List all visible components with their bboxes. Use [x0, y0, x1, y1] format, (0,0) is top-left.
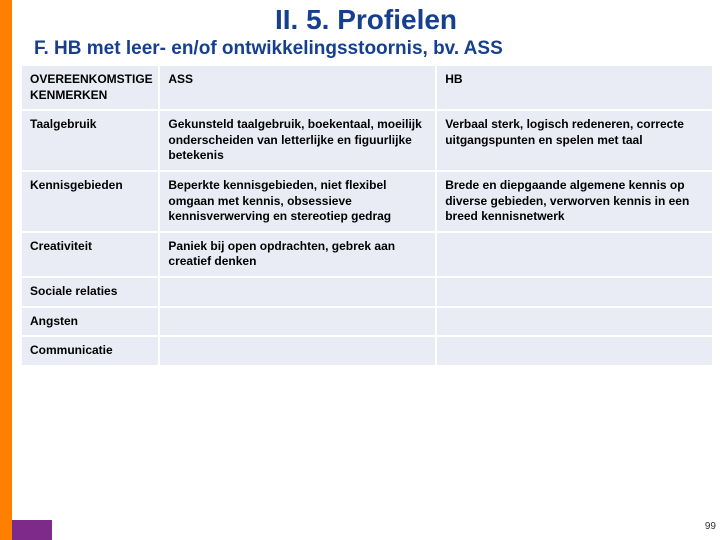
row-label: Taalgebruik [21, 110, 159, 171]
cell-ass: Beperkte kennisgebieden, niet flexibel o… [159, 171, 436, 232]
accent-block [12, 520, 52, 540]
cell-hb [436, 277, 713, 307]
table-row: Creativiteit Paniek bij open opdrachten,… [21, 232, 713, 277]
cell-ass: Paniek bij open opdrachten, gebrek aan c… [159, 232, 436, 277]
cell-hb: Brede en diepgaande algemene kennis op d… [436, 171, 713, 232]
cell-ass [159, 277, 436, 307]
comparison-table: OVEREENKOMSTIGE KENMERKEN ASS HB Taalgeb… [20, 64, 714, 367]
table-header-row: OVEREENKOMSTIGE KENMERKEN ASS HB [21, 65, 713, 110]
row-label: Creativiteit [21, 232, 159, 277]
col-header-hb: HB [436, 65, 713, 110]
table-row: Sociale relaties [21, 277, 713, 307]
cell-hb [436, 307, 713, 337]
col-header-ass: ASS [159, 65, 436, 110]
row-label: Communicatie [21, 336, 159, 366]
page-number: 99 [705, 521, 716, 532]
cell-hb: Verbaal sterk, logisch redeneren, correc… [436, 110, 713, 171]
table-row: Kennisgebieden Beperkte kennisgebieden, … [21, 171, 713, 232]
cell-hb [436, 232, 713, 277]
table-row: Communicatie [21, 336, 713, 366]
slide-content: II. 5. Profielen F. HB met leer- en/of o… [12, 0, 720, 367]
col-header-kenmerken: OVEREENKOMSTIGE KENMERKEN [21, 65, 159, 110]
cell-ass [159, 336, 436, 366]
table-row: Taalgebruik Gekunsteld taalgebruik, boek… [21, 110, 713, 171]
row-label: Kennisgebieden [21, 171, 159, 232]
cell-ass [159, 307, 436, 337]
row-label: Angsten [21, 307, 159, 337]
row-label: Sociale relaties [21, 277, 159, 307]
cell-ass: Gekunsteld taalgebruik, boekentaal, moei… [159, 110, 436, 171]
sidebar-accent [0, 0, 12, 540]
table-row: Angsten [21, 307, 713, 337]
cell-hb [436, 336, 713, 366]
page-subtitle: F. HB met leer- en/of ontwikkelingsstoor… [34, 38, 720, 60]
page-title: II. 5. Profielen [12, 4, 720, 36]
